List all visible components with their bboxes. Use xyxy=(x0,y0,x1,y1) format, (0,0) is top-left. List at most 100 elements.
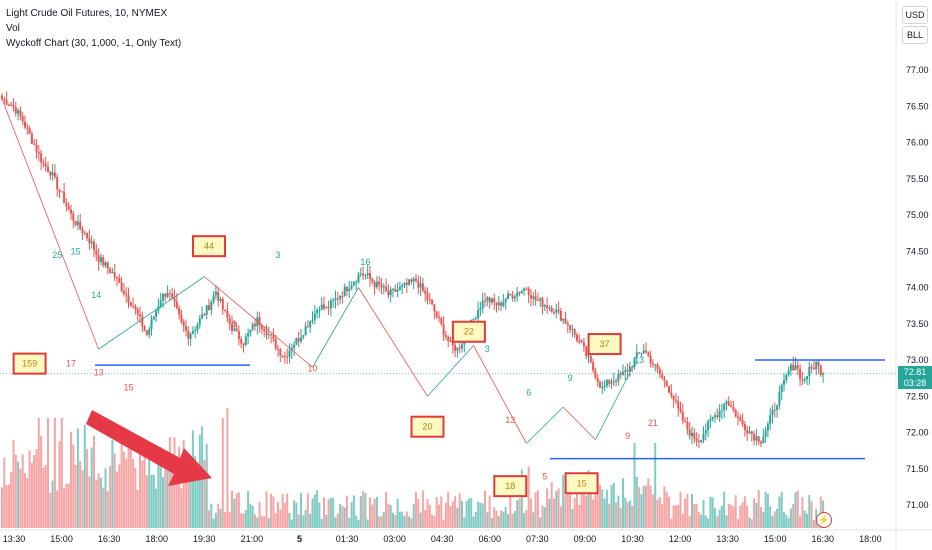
candle-body xyxy=(806,376,808,380)
wyckoff-box xyxy=(587,333,622,356)
candle-body xyxy=(543,305,546,307)
volume-bar xyxy=(293,500,296,528)
candle-body xyxy=(810,366,813,368)
volume-bar xyxy=(697,511,700,528)
candle-body xyxy=(732,406,735,411)
candle-body xyxy=(251,324,254,330)
volume-bar xyxy=(764,491,767,528)
volume-bar xyxy=(435,496,438,528)
wyckoff-label: 9 xyxy=(625,431,630,441)
candle-body xyxy=(550,307,553,313)
candle-body xyxy=(753,434,756,441)
symbol-title[interactable]: Light Crude Oil Futures, 10, NYMEX xyxy=(6,8,168,19)
volume-bar xyxy=(164,459,167,528)
volume-bar xyxy=(277,501,279,528)
candle-body xyxy=(520,290,523,294)
candle-body xyxy=(355,281,358,283)
candle-body xyxy=(661,374,664,378)
candle-body xyxy=(789,364,792,371)
candle-body xyxy=(325,307,328,309)
volume-bar xyxy=(339,503,342,528)
candle-body xyxy=(707,421,710,431)
volume-bar xyxy=(359,495,362,528)
x-tick-label: 09:00 xyxy=(574,534,597,544)
candle-body xyxy=(635,352,638,359)
volume-bar xyxy=(403,515,406,528)
candle-body xyxy=(53,172,56,178)
candle-body xyxy=(794,365,797,371)
candle-body xyxy=(421,283,424,291)
volume-bar xyxy=(348,517,351,528)
wyckoff-label: 15 xyxy=(123,383,133,393)
wave-line xyxy=(473,345,527,444)
candle-body xyxy=(456,347,459,351)
candle-body xyxy=(405,282,408,285)
wyckoff-label: 13 xyxy=(94,367,104,377)
candle-body xyxy=(210,302,213,310)
x-tick-label: 01:30 xyxy=(336,534,359,544)
candle-body xyxy=(277,348,279,350)
candle-body xyxy=(587,356,590,358)
candle-body xyxy=(433,304,436,312)
candle-body xyxy=(739,417,742,421)
wyckoff-box xyxy=(451,320,486,343)
volume-bar xyxy=(723,491,726,528)
candle-body xyxy=(145,330,148,335)
currency-button[interactable]: USD xyxy=(902,6,928,24)
volume-legend[interactable]: Vol xyxy=(6,23,20,34)
flash-icon[interactable]: ⚡ xyxy=(816,512,832,528)
volume-bar xyxy=(426,499,429,528)
candle-body xyxy=(208,305,210,310)
volume-bar xyxy=(546,488,549,528)
volume-bar xyxy=(237,492,240,528)
candle-body xyxy=(334,298,337,301)
unit-button[interactable]: BLL xyxy=(902,26,928,44)
candle-body xyxy=(541,298,544,307)
volume-bar xyxy=(343,507,346,528)
volume-bar xyxy=(668,496,670,528)
candle-body xyxy=(56,177,59,190)
candle-body xyxy=(191,331,194,334)
candle-body xyxy=(286,356,289,358)
volume-bar xyxy=(272,496,275,528)
candle-body xyxy=(40,153,43,163)
candle-body xyxy=(231,324,233,331)
candle-body xyxy=(233,328,236,331)
volume-bar xyxy=(189,456,192,528)
indicator-legend[interactable]: Wyckoff Chart (30, 1,000, -1, Only Text) xyxy=(6,38,182,49)
volume-bar xyxy=(656,499,659,528)
candle-body xyxy=(306,326,309,328)
wyckoff-label: 13 xyxy=(634,355,644,365)
volume-bar xyxy=(695,504,698,528)
candle-body xyxy=(79,221,82,229)
wave-line xyxy=(562,406,596,441)
volume-bar xyxy=(516,500,519,528)
candle-body xyxy=(129,301,132,306)
candle-body xyxy=(28,127,31,134)
y-tick-label: 74.50 xyxy=(906,246,929,256)
candle-body xyxy=(762,436,765,444)
wyckoff-label: 14 xyxy=(91,290,101,300)
volume-bar xyxy=(647,478,650,528)
volume-bar xyxy=(249,503,252,528)
volume-bar xyxy=(454,496,457,528)
candle-body xyxy=(398,286,401,290)
y-tick-label: 76.00 xyxy=(906,138,929,148)
candle-body xyxy=(359,273,362,275)
candle-body xyxy=(378,281,381,285)
volume-bar xyxy=(270,493,273,528)
volume-bar xyxy=(727,503,730,528)
candle-body xyxy=(134,306,137,309)
candle-body xyxy=(375,281,378,288)
volume-bar xyxy=(677,504,680,528)
volume-bar xyxy=(60,418,63,528)
volume-bar xyxy=(350,502,353,528)
candle-body xyxy=(628,366,631,372)
volume-bar xyxy=(603,498,606,528)
volume-bar xyxy=(323,497,325,528)
candle-body xyxy=(371,278,374,283)
volume-bar xyxy=(704,515,707,528)
candle-body xyxy=(30,133,33,144)
volume-bar xyxy=(594,491,597,528)
